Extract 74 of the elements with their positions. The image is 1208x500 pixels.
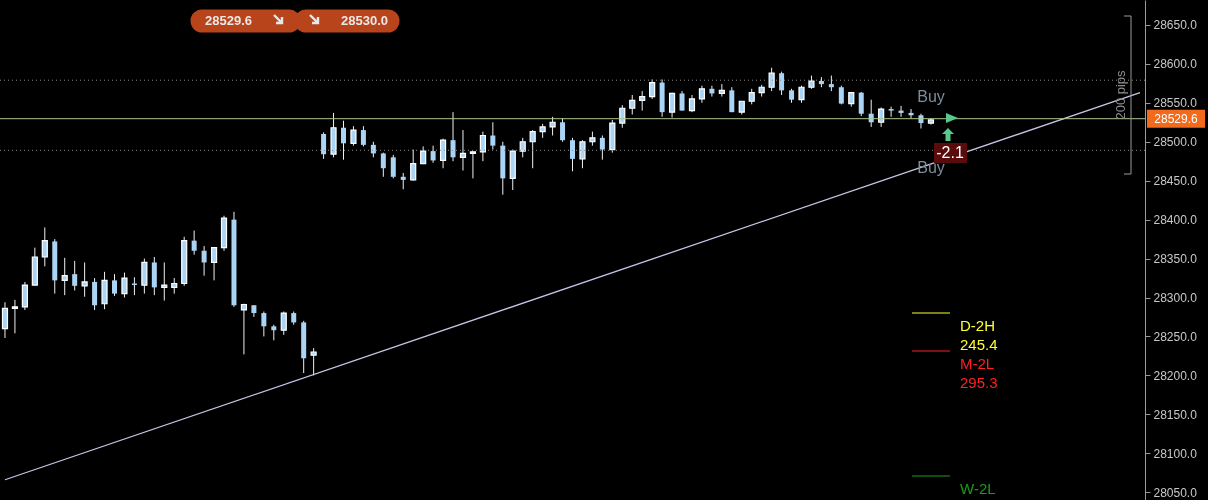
candlestick: [121, 272, 128, 299]
candlestick: [450, 111, 456, 162]
y-tick-label: 28350.0: [1153, 252, 1198, 267]
candlestick: [918, 113, 924, 129]
candlestick: [619, 104, 626, 129]
y-tick-label: 28050.0: [1153, 485, 1198, 500]
candlestick: [21, 281, 28, 311]
candlestick: [519, 137, 526, 158]
candlestick: [668, 92, 676, 119]
candlestick: [210, 247, 218, 281]
candlestick: [261, 311, 267, 337]
candlestick: [729, 86, 735, 113]
candlestick: [11, 299, 19, 334]
candlestick: [768, 67, 775, 92]
candlestick: [479, 131, 486, 162]
y-tick-label: 28150.0: [1153, 407, 1198, 422]
candlestick: [350, 125, 357, 147]
candlestick: [92, 277, 98, 311]
candlestick: [570, 137, 575, 172]
candlestick: [560, 117, 566, 143]
annotation: W-2L: [960, 480, 996, 497]
candlestick: [679, 90, 685, 112]
candlestick: [310, 347, 317, 376]
y-tick-label: 28250.0: [1153, 329, 1198, 344]
y-tick-label: 28300.0: [1153, 291, 1198, 306]
annotation: -2.1: [936, 144, 964, 161]
y-tick-label: 28450.0: [1153, 174, 1198, 189]
annotation: D-2H 245.4: [960, 317, 998, 353]
candlestick: [858, 91, 864, 117]
candlestick: [112, 273, 117, 297]
candlestick: [390, 154, 396, 179]
candlestick: [61, 257, 68, 296]
annotation: Buy: [917, 159, 945, 176]
y-tick-label: 28600.0: [1153, 57, 1198, 72]
y-tick-label: 28500.0: [1153, 135, 1198, 150]
candlestick: [439, 138, 447, 169]
candlestick: [888, 106, 894, 118]
candlestick: [469, 150, 477, 179]
candlestick: [410, 149, 417, 182]
y-tick-label: 28200.0: [1153, 368, 1198, 383]
candlestick: [639, 90, 646, 112]
candlestick: [380, 152, 386, 178]
candlestick: [579, 139, 586, 169]
candlestick: [201, 245, 207, 277]
candlestick: [101, 271, 108, 310]
annotation: 200 pips: [1113, 69, 1128, 120]
y-tick-label: 28650.0: [1153, 18, 1198, 33]
candlestick: [549, 116, 556, 137]
annotation: Buy: [917, 88, 945, 105]
candlestick: [161, 261, 168, 302]
ref-line-label: 28529.6: [1154, 111, 1199, 126]
annotation: 28529.6: [205, 13, 252, 28]
annotation: M-2L 295.3: [960, 355, 998, 391]
candlestick: [490, 121, 496, 151]
candlestick: [649, 78, 656, 100]
candlestick: [41, 226, 48, 267]
candlestick: [191, 230, 197, 256]
candlestick: [321, 131, 327, 160]
y-tick-label: 28100.0: [1153, 446, 1198, 461]
y-tick-label: 28550.0: [1153, 96, 1198, 111]
candlestick: [629, 94, 636, 115]
candlestick: [599, 135, 605, 161]
candlestick: [779, 71, 785, 96]
candlestick: [529, 129, 536, 169]
candlestick: [341, 120, 346, 161]
candlestick: [1, 301, 9, 339]
candlestick: [72, 260, 78, 291]
y-tick-label: 28400.0: [1153, 213, 1198, 228]
candlestick: [81, 261, 88, 298]
candlestick: [459, 129, 467, 172]
candlestick: [141, 258, 148, 295]
annotation: 28530.0: [341, 13, 388, 28]
candlestick: [240, 303, 248, 355]
candlestick: [360, 125, 366, 147]
